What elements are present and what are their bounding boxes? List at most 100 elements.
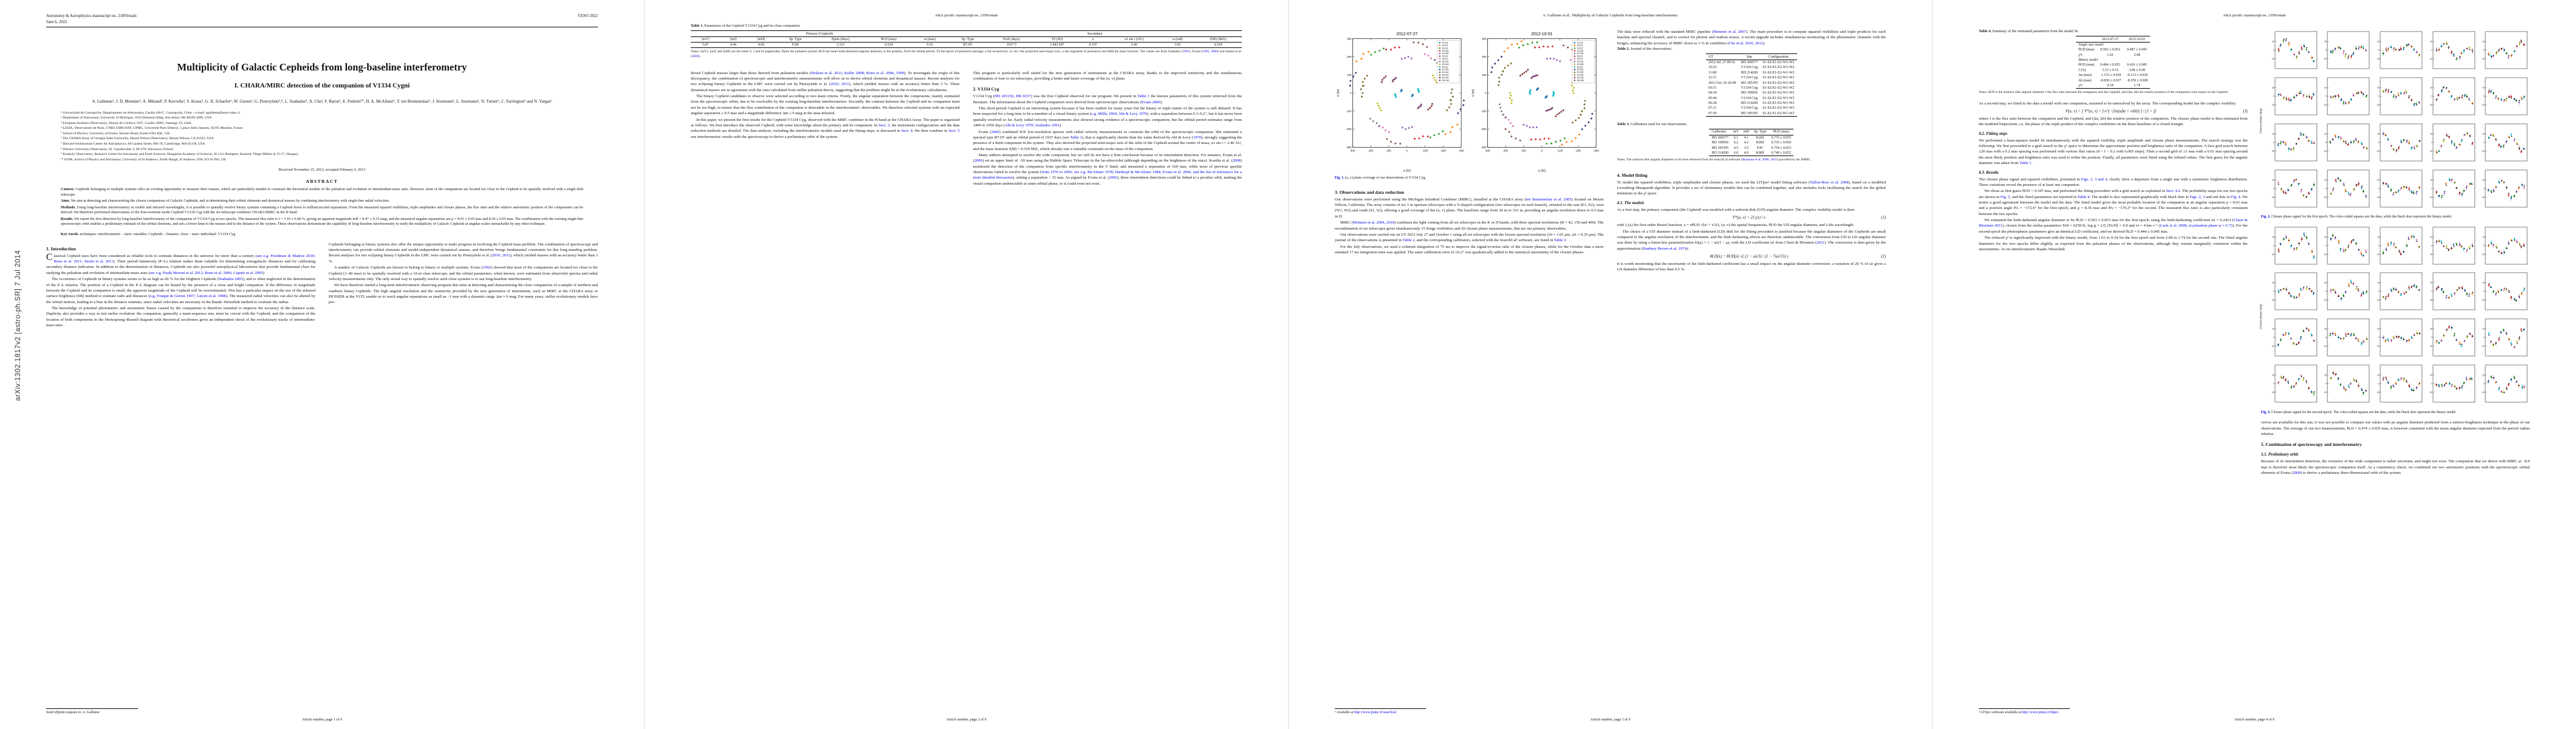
svg-text:100: 100 — [1347, 74, 1352, 77]
svg-text:20: 20 — [2324, 132, 2327, 135]
svg-text:v (m): v (m) — [1471, 89, 1475, 97]
svg-text:200: 200 — [1482, 55, 1487, 58]
closure-phase-panel: -20 0 20 — [2271, 123, 2317, 161]
page3-right-column: The data were reduced with the standard … — [1617, 29, 1886, 715]
svg-text:20: 20 — [2324, 86, 2327, 89]
svg-text:-20: -20 — [2377, 150, 2380, 152]
body-paragraph: This short-period Cepheid is an interest… — [973, 106, 1242, 128]
body-paragraph: The binary Cepheid candidates to observe… — [691, 94, 960, 116]
svg-text:S1-S2: S1-S2 — [1442, 42, 1448, 44]
intro-paragraph: A number of Galactic Cepheids are known … — [329, 265, 598, 281]
closure-phase-panel: -20 0 20 — [2324, 318, 2370, 357]
svg-text:-100: -100 — [1481, 109, 1487, 112]
svg-text:-20: -20 — [2377, 104, 2380, 106]
svg-text:W1-W2: W1-W2 — [1577, 79, 1584, 81]
closure-phase-panel: -20 0 20 — [2377, 169, 2422, 207]
body-paragraph: Our observations were carried out on UT … — [1335, 232, 1604, 243]
svg-text:S1-E2: S1-E2 — [1442, 47, 1448, 49]
svg-text:-20: -20 — [2429, 253, 2432, 256]
figure-1-caption: Fig. 1. (u, v) plane coverage of our obs… — [1335, 176, 1427, 180]
svg-text:0: 0 — [2378, 244, 2379, 247]
copyright-line: ©ESO 2022 — [577, 14, 598, 18]
svg-text:-20: -20 — [2271, 196, 2274, 199]
svg-text:E1-W2: E1-W2 — [1442, 71, 1449, 74]
closure-phase-panel: -20 0 20 — [2482, 318, 2528, 357]
closure-phase-panel: -20 0 20 — [2377, 273, 2422, 310]
svg-text:0: 0 — [2378, 49, 2379, 52]
svg-text:0: 0 — [2484, 49, 2485, 52]
footnote-block: ² LITpro software available at http://ww… — [1979, 705, 2248, 715]
table-3: Calibrator mV mH Sp. Type θUD (mas) HD 200577… — [1709, 129, 1794, 157]
body-paragraph: We performed a least-squares model fit s… — [1979, 138, 2248, 166]
table-4-caption: Table 4. Summary of the estimated parame… — [1979, 29, 2079, 33]
svg-text:W1-W2: W1-W2 — [1442, 79, 1450, 81]
svg-text:-20: -20 — [2482, 345, 2485, 347]
svg-text:0: 0 — [2326, 337, 2327, 339]
body-paragraph: For the July observations, we used a coh… — [1335, 244, 1604, 255]
svg-text:0: 0 — [2484, 95, 2485, 98]
table-3-notes: Notes. The uniform disk angular diameter… — [1617, 158, 1812, 162]
svg-text:-300: -300 — [1459, 149, 1465, 152]
body-paragraph: The choice of a UD diameter instead of a… — [1617, 229, 1886, 251]
abstract-aims: Aims. We aim at detecting and characteri… — [61, 199, 390, 204]
svg-text:20: 20 — [2430, 236, 2432, 238]
svg-text:-20: -20 — [2271, 345, 2274, 347]
abstract-context: Context. Cepheids belonging to multiple … — [61, 187, 583, 197]
section-4-heading: 4. Model fitting — [1617, 172, 1648, 178]
svg-text:-20: -20 — [2271, 299, 2274, 301]
page4-left-column: Table 4. Summary of the estimated parame… — [1979, 29, 2248, 715]
abstract-methods: Methods. Using long-baseline interferome… — [61, 205, 584, 215]
svg-text:S2-W2: S2-W2 — [1442, 63, 1449, 66]
abstract: Context. Cepheids belonging to multiple … — [46, 187, 598, 228]
svg-text:0: 0 — [2326, 290, 2327, 293]
svg-text:20: 20 — [2430, 282, 2432, 284]
abstract-results: Results. We report the first detection b… — [61, 216, 583, 227]
svg-text:0: 0 — [2378, 141, 2379, 143]
manuscript-header-left: Astronomy & Astrophysics manuscript no. … — [46, 13, 137, 25]
svg-text:-20: -20 — [2324, 345, 2327, 347]
body-paragraph: dicted Cepheid masses larger than those … — [691, 70, 960, 92]
closure-phase-panel: -20 0 20 — [2482, 77, 2528, 115]
abstract-heading: ABSTRACT — [306, 179, 338, 185]
closure-phase-panel: -20 0 20 — [2482, 31, 2528, 69]
svg-text:S1-E2: S1-E2 — [1577, 47, 1583, 49]
svg-text:0: 0 — [2484, 337, 2485, 339]
svg-text:S2-W2: S2-W2 — [1577, 63, 1584, 66]
svg-text:v (m): v (m) — [1337, 89, 1340, 97]
svg-text:-20: -20 — [2482, 391, 2485, 394]
closure-phase-panel: -20 0 20 — [2482, 227, 2528, 264]
footnote-rule — [46, 708, 138, 709]
table-3-block: Table 3. Calibrators used for our observ… — [1617, 122, 1886, 163]
uv-coverage-plot-2012-10-01: 2012-10-01 -300 -300 -200 -200 -100 -100 0 0 100 1… — [1471, 32, 1599, 173]
svg-text:0: 0 — [1350, 92, 1352, 95]
keywords-line: Key words. techniques: interferometric –… — [61, 231, 236, 236]
svg-text:-20: -20 — [2482, 196, 2485, 199]
manuscript-id-line: Astronomy & Astrophysics manuscript no. … — [46, 14, 137, 18]
table-1: Primary (Cepheid) Secondary ⟨mV⟩ ⟨mJ⟩ ⟨mH⟩ Sp… — [691, 30, 1242, 49]
offprint-footnote: Send offprint requests to: A. Gallenne — [46, 710, 100, 714]
svg-text:20: 20 — [2272, 132, 2274, 135]
manuscript-date-line: June 6, 2022 — [46, 19, 67, 24]
table-1-notes: Notes. ⟨mV⟩, ⟨mJ⟩ and ⟨mH⟩ are the mean … — [691, 50, 1242, 59]
closure-phase-panel: -20 0 20 — [2377, 364, 2422, 403]
body-paragraph: This program is particularly well suited… — [973, 70, 1242, 81]
arxiv-watermark: arXiv:1302.1817v2 [astro-ph.SR] 7 Jul 20… — [15, 250, 22, 401]
closure-phase-panel: -20 0 20 — [2482, 364, 2528, 403]
svg-text:-200: -200 — [1575, 149, 1581, 152]
closure-phase-panel: -20 0 20 — [2482, 169, 2528, 207]
manuscript-header: Astronomy & Astrophysics manuscript no. … — [46, 13, 598, 28]
litpro-footnote: ² LITpro software available at http://ww… — [1979, 710, 2058, 714]
paper-subtitle: I. CHARA/MIRC detection of the companion… — [234, 81, 410, 89]
closure-phase-panel: -20 0 20 — [2271, 31, 2317, 69]
author-list: A. Gallenne¹, J. D. Monnier², A. Mérand³… — [92, 98, 552, 104]
svg-text:0: 0 — [2326, 187, 2327, 190]
section-5-1-heading: 5.1. Preliminary orbit — [2261, 453, 2298, 457]
footnote-block: ¹ Available at http://www.jmmc.fr/search… — [1335, 705, 1604, 715]
svg-text:20: 20 — [2324, 374, 2327, 377]
closure-phase-panel: -20 0 20 — [2377, 123, 2422, 161]
svg-text:20: 20 — [2272, 328, 2274, 330]
svg-text:S1-W2: S1-W2 — [1577, 52, 1584, 55]
svg-text:-20: -20 — [2377, 58, 2380, 60]
